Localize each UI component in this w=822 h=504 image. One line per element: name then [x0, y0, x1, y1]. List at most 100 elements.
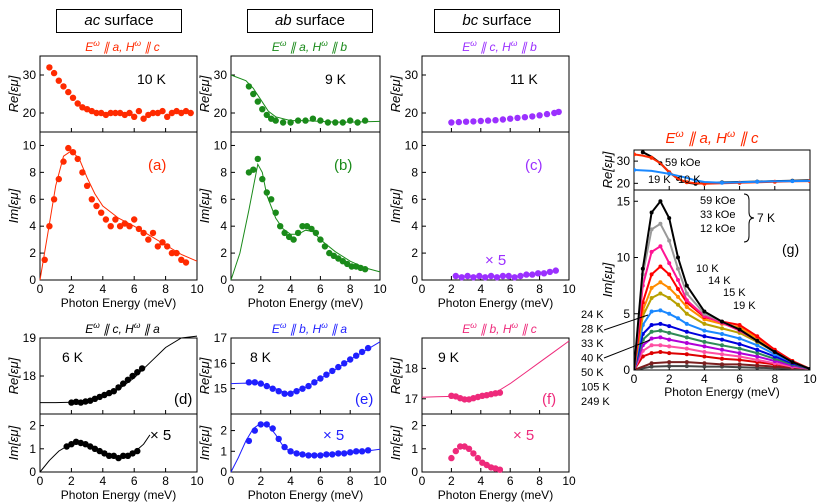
- panel-b-re-axis-label: Re[εμ]: [197, 75, 212, 112]
- panel-d-temperature: 6 K: [62, 349, 84, 365]
- panel-g-im-series-11-point-6: [702, 354, 707, 359]
- panel-g-im-series-0-point-3: [658, 199, 663, 204]
- panel-b-im-ytick-label-2: 4: [220, 219, 227, 233]
- panel-g-im-series-5-point-6: [684, 311, 689, 316]
- panel-g-im-series-11-point-7: [720, 356, 724, 361]
- panel-b-im-xtick-label-3: 6: [317, 282, 324, 296]
- panel-b-polarization: Eω ∥ a, Hω ∥ b: [272, 38, 348, 54]
- panel-a-re-point-10: [93, 109, 100, 117]
- panel-b-re-point-4: [263, 111, 270, 119]
- panel-d-re-point-15: [138, 365, 146, 372]
- panel-f-re-point-3: [461, 396, 468, 403]
- panel-a-re-point-14: [112, 109, 119, 117]
- panel-g-im-series-7-point-9: [755, 347, 760, 352]
- panel-e-im-point-9: [299, 451, 306, 458]
- panel-e-re-point-15: [335, 363, 342, 371]
- panel-g-left-temp-label-4: 50 K: [581, 367, 604, 379]
- panel-b-im-xtick-label-1: 2: [257, 282, 264, 296]
- panel-g-im-series-8-point-5: [684, 335, 689, 340]
- panel-b-im-ytick-label-0: 0: [220, 273, 227, 287]
- panel-b-im-xtick-label-4: 8: [347, 282, 354, 296]
- panel-e-x-axis-label: Photon Energy (meV): [248, 488, 363, 502]
- panel-g-im-series-12-point-5: [720, 362, 724, 367]
- panel-d-im-axis-label: Im[εμ]: [6, 425, 21, 460]
- panel-g-im-series-1-point-3: [658, 221, 663, 226]
- panel-c-re-point-11: [529, 113, 536, 120]
- panel-b-re-point-3: [259, 106, 266, 113]
- panel-c-im-point-6: [487, 272, 495, 280]
- panel-c-im-point-9: [505, 272, 512, 280]
- panel-a-im-point-22: [145, 236, 152, 243]
- panel-b-im-point-15: [312, 229, 320, 237]
- panel-e-im-point-4: [269, 425, 276, 432]
- panel-a-im-point-4: [60, 158, 67, 165]
- panel-a-im-point-11: [93, 202, 100, 210]
- panel-a-im-xtick-label-4: 8: [162, 282, 169, 296]
- panel-g-im-series-1-point-4: [667, 238, 672, 243]
- panel-g-im-series-8-point-4: [667, 330, 672, 335]
- panel-e-im-point-12: [317, 452, 324, 459]
- panel-d-re-point-12: [124, 376, 132, 383]
- panel-g-im-series-6-point-6: [684, 321, 689, 326]
- panel-e-re-point-4: [269, 385, 276, 392]
- panel-g-re-series-1-point-0: [634, 152, 636, 157]
- panel-g-re-series-2-point-8: [755, 179, 760, 184]
- panel-c-im-point-14: [534, 270, 542, 277]
- panel-b-re-point-8: [287, 119, 294, 126]
- panel-a-im-xtick-label-1: 2: [68, 282, 75, 296]
- panel-d-im-point-12: [120, 452, 127, 459]
- panel-d-im-xtick-label-5: 10: [190, 474, 204, 488]
- panel-e-im-ytick-label-0: 0: [220, 465, 227, 479]
- column-header-ab: ab surface: [247, 9, 373, 33]
- panel-a-im-point-12: [98, 209, 105, 216]
- panel-c-im-point-17: [552, 267, 559, 274]
- panel-e-re-point-16: [341, 360, 348, 367]
- panel-g-im-series-11-point-1: [640, 354, 645, 359]
- panel-e-im-point-17: [347, 449, 354, 456]
- panel-g-im-series-3-point-10: [755, 334, 760, 339]
- panel-b-im-xtick-label-0: 0: [228, 282, 235, 296]
- panel-e-re-ytick-label-0: 15: [214, 382, 228, 396]
- panel-a-im-point-20: [135, 225, 143, 233]
- panel-b-x-axis-label: Photon Energy (meV): [248, 296, 363, 310]
- panel-e-im-point-10: [305, 452, 312, 459]
- panel-e-im-point-15: [335, 450, 342, 457]
- panel-g-re-axis-label: Re[εμ]: [600, 151, 615, 188]
- panel-g-im-series-1-point-6: [684, 291, 689, 296]
- panel-g-im-series-6-point-7: [702, 328, 707, 333]
- panel-g-im-frame: [633, 189, 811, 371]
- panel-g-im-series-3-point-9: [737, 323, 742, 327]
- panel-g-im-series-3-point-3: [658, 264, 663, 269]
- panel-d-re-ytick-label-1: 19: [23, 331, 37, 345]
- panel-g-im-series-6-point-2: [649, 309, 654, 314]
- panel-a-im-ytick-label-4: 8: [29, 165, 36, 179]
- panel-b-im-point-7: [277, 223, 284, 230]
- panel-g-im-ytick-label-1: 5: [623, 307, 630, 321]
- panel-g-im-series-0-point-0: [634, 368, 636, 370]
- panel-a-im-point-3: [55, 175, 62, 183]
- panel-b-im-xtick-label-2: 4: [287, 282, 294, 296]
- panel-b-im-point-2: [254, 155, 261, 163]
- panel-g-im-series-12-point-3: [684, 360, 689, 365]
- panel-d-im-frame: [39, 413, 198, 473]
- clip-g-im-group: [634, 199, 810, 370]
- panel-c-im-point-2: [464, 272, 471, 280]
- panel-c-re-point-10: [521, 114, 529, 121]
- panel-g-im-series-2-point-4: [667, 261, 672, 266]
- panel-a-re-point-18: [131, 113, 138, 121]
- panel-c-polarization: Eω ∥ c, Hω ∥ b: [462, 38, 537, 54]
- panel-c-im-ytick-label-2: 4: [411, 219, 418, 233]
- panel-c-re-point-13: [543, 110, 551, 118]
- panel-g-im-series-1-point-2: [649, 227, 654, 232]
- panel-g-im-series-5-point-4: [667, 296, 672, 300]
- panel-d-re-point-9: [110, 388, 118, 395]
- panel-a-re-point-4: [65, 88, 72, 96]
- panel-g-im-series-5-point-5: [676, 302, 680, 307]
- panel-e-im-point-2: [257, 421, 264, 428]
- panel-a-im-point-14: [107, 223, 114, 230]
- panel-g-leader-40k: [603, 339, 651, 359]
- panel-d-re-point-14: [134, 369, 141, 376]
- panel-a-im-axis-label: Im[εμ]: [6, 188, 21, 223]
- panel-a-re-ytick-label-0: 20: [23, 106, 37, 120]
- panel-e-im-xtick-label-3: 6: [317, 474, 324, 488]
